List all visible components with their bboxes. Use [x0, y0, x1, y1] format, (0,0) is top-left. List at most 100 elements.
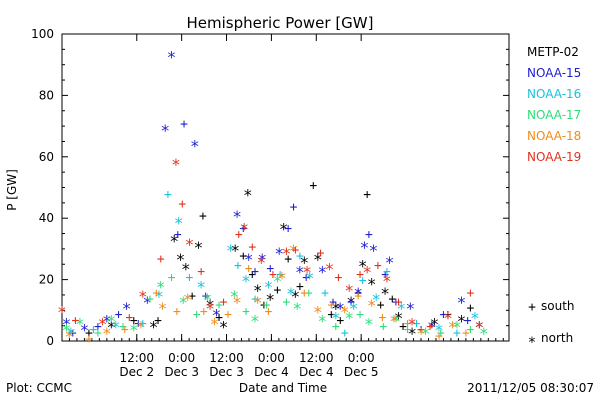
data-point: + [335, 271, 343, 286]
legend-entry: NOAA-18 [527, 129, 581, 143]
x-tick-date-label: Dec 4 [254, 365, 289, 379]
data-point: * [265, 290, 275, 309]
x-tick-time-label: 12:00 [209, 351, 244, 365]
data-point: * [470, 308, 480, 327]
data-point: * [185, 235, 195, 254]
data-point: + [404, 323, 412, 338]
data-point: + [251, 292, 259, 307]
data-point: * [344, 308, 354, 327]
data-point: + [440, 307, 448, 322]
data-point: * [107, 312, 117, 331]
data-point: * [257, 250, 267, 269]
data-point: + [377, 298, 385, 313]
data-point: * [380, 284, 390, 303]
data-point: * [421, 324, 431, 343]
data-point: + [245, 261, 253, 276]
y-tick-label: 80 [39, 88, 54, 102]
data-point: * [149, 318, 159, 337]
data-point: + [466, 323, 474, 338]
legend: METP-02 NOAA-15 NOAA-16 NOAA-17 NOAA-18 NOAA-… [527, 45, 581, 164]
data-point: * [317, 262, 327, 281]
x-tick-time-label: 0:00 [258, 351, 285, 365]
data-point: + [466, 301, 474, 316]
data-point: * [317, 312, 327, 331]
data-point: + [180, 117, 188, 132]
data-point: + [274, 283, 282, 298]
data-point: * [396, 299, 406, 318]
y-axis: 0 20 40 60 80 100 [31, 27, 509, 348]
data-point: + [85, 332, 93, 347]
data-point: + [85, 326, 93, 341]
data-point: * [457, 293, 467, 312]
data-point: * [244, 250, 254, 269]
data-point: + [321, 286, 329, 301]
data-point: * [250, 312, 260, 331]
data-point: * [475, 318, 485, 337]
data-point: + [168, 271, 176, 286]
data-point: + [125, 310, 133, 325]
data-point: + [121, 323, 129, 338]
data-point: * [273, 272, 283, 291]
data-point: + [296, 280, 304, 295]
y-axis-label: P [GW] [5, 169, 19, 211]
data-point: * [434, 321, 444, 340]
data-point: * [226, 241, 236, 260]
y-tick-label: 40 [39, 211, 54, 225]
data-point: * [264, 278, 274, 297]
data-point: + [383, 264, 391, 279]
data-point: * [360, 238, 370, 257]
data-point: * [129, 321, 139, 340]
data-point: * [178, 293, 188, 312]
data-point: + [300, 286, 308, 301]
data-point: + [388, 292, 396, 307]
data-point: * [452, 318, 462, 337]
data-point: + [69, 326, 77, 341]
data-point: + [437, 326, 445, 341]
legend-entry: NOAA-15 [527, 66, 581, 80]
data-point: + [302, 271, 310, 286]
data-point: * [305, 269, 315, 288]
data-point: + [296, 249, 304, 264]
data-point: * [62, 315, 72, 334]
data-point: * [205, 299, 215, 318]
data-point: * [331, 308, 341, 327]
data-point: + [379, 310, 387, 325]
x-tick-time-label: 12:00 [299, 351, 334, 365]
data-point: * [232, 293, 242, 312]
data-point: * [302, 262, 312, 281]
data-point: + [435, 329, 443, 344]
data-point: + [157, 252, 165, 267]
data-point: + [239, 221, 247, 236]
data-point: + [248, 267, 256, 282]
data-point: + [215, 310, 223, 325]
data-point: * [169, 232, 179, 251]
data-point: + [404, 317, 412, 332]
data-point: + [365, 228, 373, 243]
data-point: * [362, 262, 372, 281]
data-point: + [363, 188, 371, 203]
data-point: * [174, 213, 184, 232]
data-point: * [80, 321, 90, 340]
data-point: * [385, 253, 395, 272]
data-point: + [453, 326, 461, 341]
legend-entry: NOAA-16 [527, 87, 581, 101]
data-point: + [392, 295, 400, 310]
data-point: * [475, 318, 485, 337]
data-point: + [234, 258, 242, 273]
data-point: + [466, 286, 474, 301]
data-point: + [139, 317, 147, 332]
data-point: * [160, 121, 170, 140]
data-point: * [196, 278, 206, 297]
data-point: * [382, 272, 392, 291]
data-point: + [417, 323, 425, 338]
data-point: + [464, 314, 472, 329]
x-tick-time-label: 0:00 [348, 351, 375, 365]
plot-credit: Plot: CCMC [6, 381, 72, 395]
data-point: + [291, 243, 299, 258]
data-point: * [107, 318, 117, 337]
data-point: + [426, 320, 434, 335]
x-tick-date-label: Dec 5 [344, 365, 379, 379]
data-point: + [329, 295, 337, 310]
